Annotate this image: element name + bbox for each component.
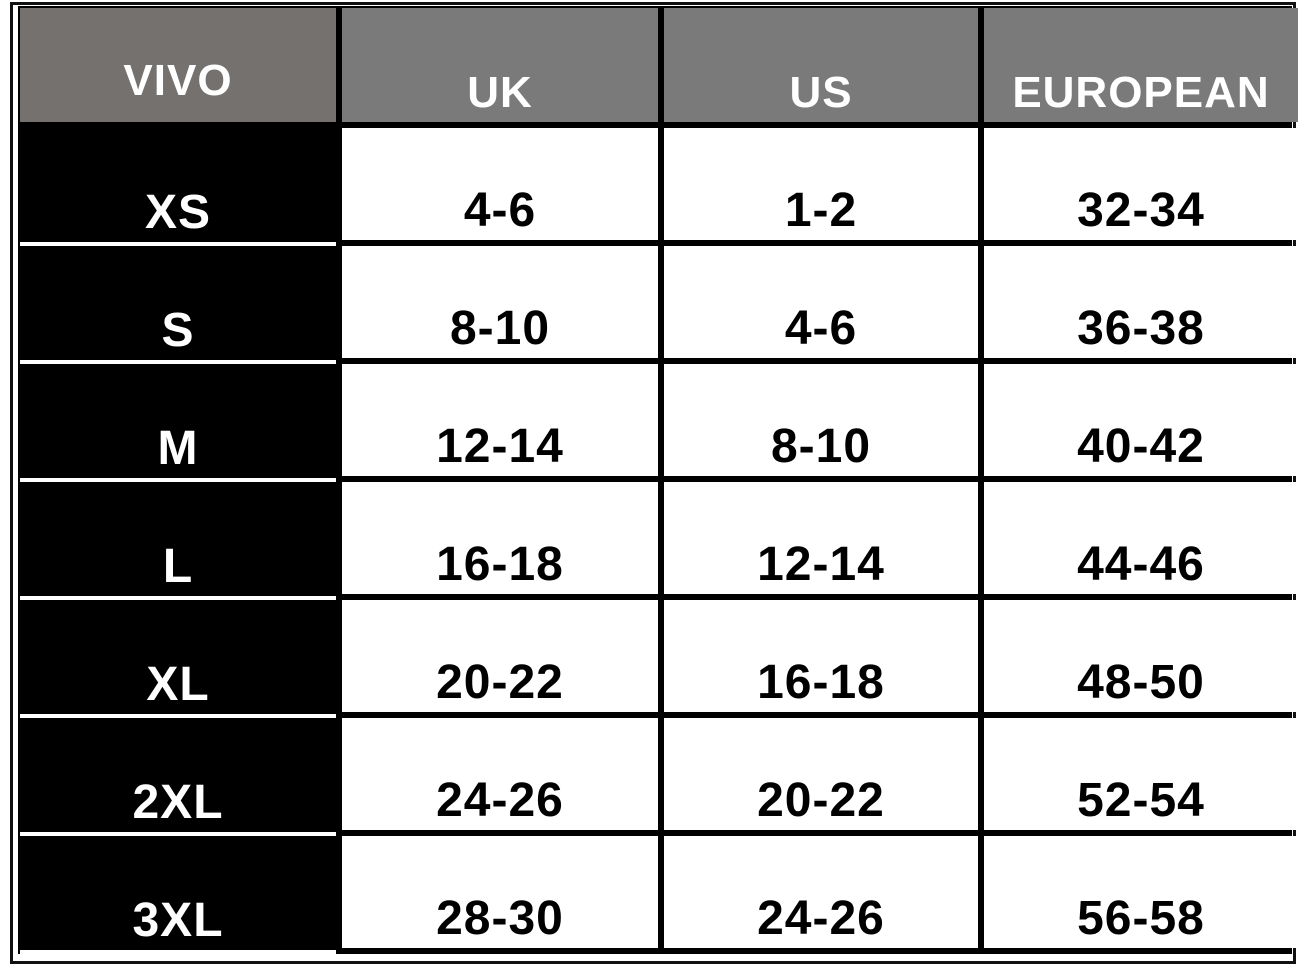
- us-size-cell: 24-26: [664, 836, 978, 948]
- european-size-cell: 36-38: [984, 246, 1298, 358]
- size-cell: XS: [20, 128, 336, 246]
- uk-size-cell: 4-6: [342, 128, 658, 240]
- header-us: US: [664, 8, 978, 122]
- size-cell: 2XL: [20, 718, 336, 836]
- uk-size-cell: 28-30: [342, 836, 658, 948]
- us-size-cell: 16-18: [664, 600, 978, 712]
- european-size-cell: 52-54: [984, 718, 1298, 830]
- us-size-cell: 1-2: [664, 128, 978, 240]
- size-cell: S: [20, 246, 336, 364]
- size-cell: 3XL: [20, 836, 336, 954]
- header-uk: UK: [342, 8, 658, 122]
- size-chart-table: VIVO UK US EUROPEAN XS 4-6 1-2 32-34 S 8-10 4-…: [18, 6, 1298, 954]
- uk-size-cell: 24-26: [342, 718, 658, 830]
- european-size-cell: 40-42: [984, 364, 1298, 476]
- header-brand: VIVO: [20, 8, 336, 122]
- european-size-cell: 48-50: [984, 600, 1298, 712]
- us-size-cell: 4-6: [664, 246, 978, 358]
- us-size-cell: 20-22: [664, 718, 978, 830]
- size-cell: M: [20, 364, 336, 482]
- european-size-cell: 32-34: [984, 128, 1298, 240]
- european-size-cell: 56-58: [984, 836, 1298, 948]
- size-cell: L: [20, 482, 336, 600]
- uk-size-cell: 20-22: [342, 600, 658, 712]
- uk-size-cell: 12-14: [342, 364, 658, 476]
- size-cell: XL: [20, 600, 336, 718]
- european-size-cell: 44-46: [984, 482, 1298, 594]
- uk-size-cell: 16-18: [342, 482, 658, 594]
- header-european: EUROPEAN: [984, 8, 1298, 122]
- uk-size-cell: 8-10: [342, 246, 658, 358]
- us-size-cell: 8-10: [664, 364, 978, 476]
- us-size-cell: 12-14: [664, 482, 978, 594]
